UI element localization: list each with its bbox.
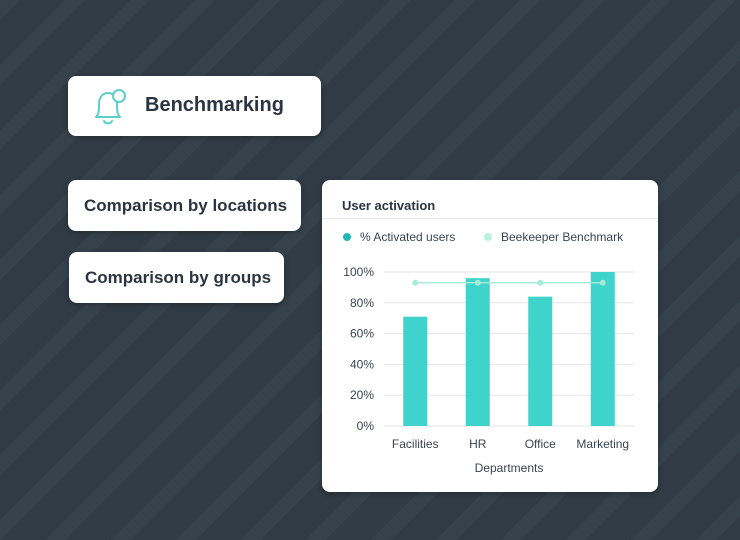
legend-dot-activated-icon <box>343 233 351 241</box>
y-tick-label: 40% <box>350 357 374 371</box>
x-tick-label: Marketing <box>576 437 629 451</box>
y-tick-label: 0% <box>357 419 375 433</box>
comparison-by-locations-button[interactable]: Comparison by locations <box>68 180 301 231</box>
legend-item-benchmark: Beekeeper Benchmark <box>484 230 623 244</box>
legend-label-benchmark: Beekeeper Benchmark <box>501 230 624 244</box>
benchmarking-header-card: Benchmarking <box>68 76 321 136</box>
legend-label-activated-users: % Activated users <box>360 230 456 244</box>
comparison-by-groups-button[interactable]: Comparison by groups <box>69 252 284 303</box>
bar-hr <box>465 278 490 426</box>
x-axis-label: Departments <box>475 461 544 475</box>
y-tick-label: 20% <box>350 388 374 402</box>
benchmark-point <box>599 279 606 286</box>
x-tick-label: Office <box>525 437 556 451</box>
y-tick-label: 60% <box>350 327 374 341</box>
chart-plot: 0% 20% 40% 60% 80% 100% Facilities HR Office Mark… <box>343 265 634 475</box>
legend-item-activated-users: % Activated users <box>343 230 455 244</box>
x-tick-label: HR <box>469 437 487 451</box>
y-tick-label: 100% <box>343 265 374 279</box>
legend-dot-benchmark-icon <box>484 233 492 241</box>
user-activation-chart-card: User activation % Activated users Beekee… <box>322 180 658 492</box>
bell-icon <box>86 85 130 134</box>
y-tick-label: 80% <box>350 296 374 310</box>
benchmark-point <box>474 279 481 286</box>
bar-facilities <box>403 316 428 426</box>
page-title: Benchmarking <box>145 94 284 116</box>
chart-title: User activation <box>342 198 436 213</box>
bar-marketing <box>590 272 615 426</box>
bar-office <box>528 296 553 426</box>
chart-divider <box>322 218 658 219</box>
benchmark-point <box>537 279 544 286</box>
benchmark-point <box>412 279 419 286</box>
x-tick-label: Facilities <box>392 437 439 451</box>
